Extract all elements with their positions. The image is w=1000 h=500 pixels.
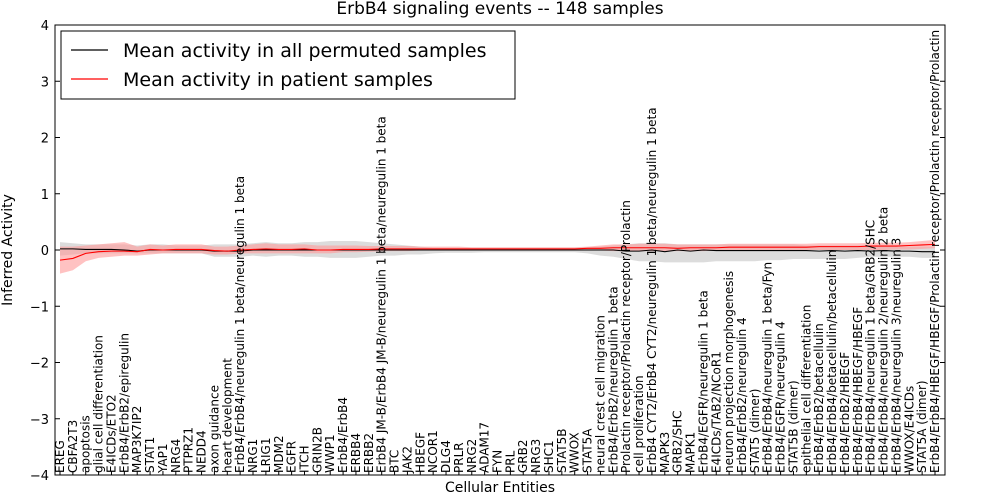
x-tick-label: CBFA2T3 bbox=[66, 420, 80, 473]
x-tick-label: WWOX/E4ICDs bbox=[902, 386, 916, 473]
x-tick-label: GRIN2B bbox=[310, 427, 324, 473]
legend-label-permuted: Mean activity in all permuted samples bbox=[123, 40, 486, 62]
x-tick-label: JAK2 bbox=[400, 446, 414, 474]
x-tick-label: STAT5A bbox=[581, 428, 595, 473]
x-tick-label: NRG4 bbox=[169, 439, 183, 473]
x-tick-label: PTPRZ1 bbox=[182, 427, 196, 473]
x-tick-label: DLG4 bbox=[439, 440, 453, 473]
x-tick-label: STAT5B (dimer) bbox=[786, 380, 800, 473]
x-tick-label: NRG3 bbox=[529, 439, 543, 473]
x-tick-label: ErbB4/ErbB4/HBEGF/HBEGF/Prolactin recept… bbox=[928, 30, 942, 473]
x-tick-label: NRG2 bbox=[465, 439, 479, 473]
x-tick-label: MAP3K7IP2 bbox=[130, 406, 144, 473]
x-tick-label: WWOX bbox=[568, 432, 582, 473]
x-tick-label: neural crest cell migration bbox=[593, 315, 607, 473]
x-tick-label: MAPK3 bbox=[658, 432, 672, 473]
x-tick-label: heart development bbox=[220, 358, 234, 473]
x-tick-label: PRL bbox=[503, 450, 517, 473]
y-tick-label: −1 bbox=[30, 300, 49, 315]
x-tick-label: ErbB4/ErbB4/HBEGF/HBEGF bbox=[851, 307, 865, 473]
x-tick-label: PRLR bbox=[452, 442, 466, 473]
x-tick-label: ErbB4/ErbB2/HBEGF bbox=[838, 352, 852, 473]
legend-label-patient: Mean activity in patient samples bbox=[123, 69, 433, 91]
x-tick-label: ErbB4/ErbB4/neuregulin 1 beta/GRB2/SHC bbox=[864, 220, 878, 473]
x-tick-label: glial cell differentiation bbox=[92, 335, 106, 473]
x-tick-label: ErbB4/ErbB4/neuregulin 1 beta/neuregulin… bbox=[233, 176, 247, 473]
x-tick-label: ERBB2 bbox=[362, 433, 376, 473]
x-tick-label: STAT5 (dimer) bbox=[748, 389, 762, 473]
chart-title: ErbB4 signaling events -- 148 samples bbox=[336, 0, 663, 19]
x-tick-label: LRIG1 bbox=[259, 438, 273, 474]
x-tick-label: apoptosis bbox=[79, 415, 93, 473]
x-tick-label: epithelial cell differentiation bbox=[799, 305, 813, 473]
x-tick-label: ERBB4 bbox=[349, 433, 363, 473]
legend-box bbox=[60, 30, 516, 100]
x-tick-label: NEDD4 bbox=[195, 430, 209, 473]
x-tick-label: ErbB4/EGFR/neuregulin 4 bbox=[774, 321, 788, 473]
x-axis-label: Cellular Entities bbox=[445, 480, 555, 496]
x-tick-label: EREG bbox=[53, 440, 67, 473]
legend: Mean activity in all permuted samples Me… bbox=[60, 30, 516, 100]
line-patient bbox=[59, 243, 936, 261]
x-tick-label: ErbB4/ErbB2/neuregulin 4 bbox=[735, 317, 749, 473]
x-tick-label: ErbB4/EGFR/neuregulin 1 beta bbox=[696, 290, 710, 473]
x-tick-label: ErbB4/ErbB4/neuregulin 3/neuregulin 3 bbox=[889, 238, 903, 473]
y-tick-label: −2 bbox=[30, 357, 49, 372]
x-tick-label: ErbB4/ErbB4/neuregulin 1 beta/Fyn bbox=[761, 262, 775, 473]
plot-frame bbox=[54, 24, 946, 476]
y-tick-label: −4 bbox=[30, 469, 49, 484]
x-tick-label: E4ICDs/TAB2/NCoR1 bbox=[709, 351, 723, 473]
x-tick-label: STAT5A (dimer) bbox=[915, 380, 929, 473]
y-axis-label: Inferred Activity bbox=[0, 194, 16, 306]
y-tick-label: 2 bbox=[41, 132, 49, 147]
x-tick-label: MAPK1 bbox=[684, 432, 698, 473]
x-tick-label: ErbB4 JM-B/ErbB4 JM-B/neuregulin 1 beta/… bbox=[375, 116, 389, 473]
y-tick-label: 1 bbox=[41, 188, 49, 203]
x-tick-label: ErbB4/ErbB2/epiregulin bbox=[117, 333, 131, 473]
x-tick-label: E4ICDs/ETO2 bbox=[104, 394, 118, 473]
x-tick-label: ITCH bbox=[297, 445, 311, 473]
x-tick-label: ErbB4/ErbB2/betacellulin bbox=[812, 323, 826, 473]
y-tick-label: 4 bbox=[41, 19, 49, 34]
x-tick-label: SHC1 bbox=[542, 440, 556, 473]
y-tick-label: 3 bbox=[41, 75, 49, 90]
x-tick-label: neuron projection morphogenesis bbox=[722, 271, 736, 473]
x-tick-label: YAP1 bbox=[156, 444, 170, 474]
line-permuted bbox=[60, 248, 935, 253]
x-tick-label: FYN bbox=[491, 450, 505, 473]
x-tick-label: HBEGF bbox=[413, 432, 427, 473]
x-tick-label: ErbB4/ErbB4/betacellulin/betacellulin bbox=[825, 250, 839, 473]
x-tick-label: ErbB4/ErbB2/neuregulin 1 beta bbox=[606, 286, 620, 473]
x-tick-label: WWP1 bbox=[323, 434, 337, 473]
x-tick-label: ErbB4 CYT2/ErbB4 CYT2/neuregulin 1 beta/… bbox=[645, 107, 659, 473]
y-tick-label: −3 bbox=[30, 413, 49, 428]
y-tick-label: 0 bbox=[41, 244, 49, 259]
x-tick-label: axon guidance bbox=[207, 385, 221, 473]
x-tick-label: NCOR1 bbox=[426, 430, 440, 473]
x-tick-label: ErbB4/ErbB4/neuregulin 2/neuregulin 2 be… bbox=[877, 207, 891, 473]
x-tick-label: BTC bbox=[388, 450, 402, 473]
x-tick-label: EGFR bbox=[285, 441, 299, 473]
x-tick-label: Prolactin receptor/Prolactin receptor/Pr… bbox=[619, 200, 633, 473]
band-patient bbox=[60, 239, 935, 274]
x-tick-label: cell proliferation bbox=[632, 375, 646, 473]
x-tick-label: STAT1 bbox=[143, 437, 157, 473]
x-tick-label: NRG1 bbox=[246, 439, 260, 473]
x-tick-label: GRB2/SHC bbox=[671, 410, 685, 473]
x-tick-label: MDM2 bbox=[272, 435, 286, 473]
x-tick-label: ADAM17 bbox=[478, 422, 492, 473]
x-tick-label: GRB2 bbox=[516, 439, 530, 473]
x-tick-label: ErbB4/ErbB4 bbox=[336, 397, 350, 473]
x-tick-label: STAT5B bbox=[555, 429, 569, 474]
